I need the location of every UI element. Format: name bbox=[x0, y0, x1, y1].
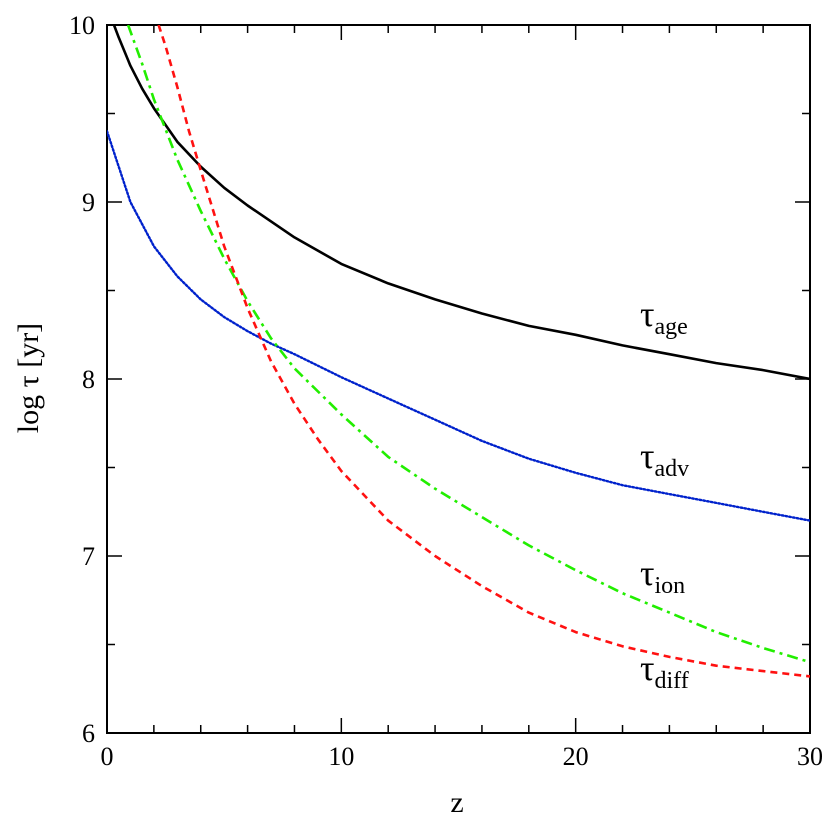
series-label-diff-symbol: τ bbox=[640, 648, 654, 688]
series-label-age: τage bbox=[640, 294, 688, 340]
series-label-ion-subscript: ion bbox=[654, 573, 685, 599]
series-line-age bbox=[112, 25, 810, 381]
x-tick-label: 20 bbox=[563, 742, 589, 771]
series-label-diff-subscript: diff bbox=[654, 668, 688, 694]
y-tick-label: 7 bbox=[82, 542, 95, 571]
tick-labels: 0 10 20 30 6 7 8 9 10 bbox=[69, 11, 823, 771]
x-tick-label: 0 bbox=[101, 742, 114, 771]
series-labels: τage τadv τion τdiff bbox=[640, 294, 689, 694]
series-label-ion-symbol: τ bbox=[640, 553, 654, 593]
series-lines bbox=[107, 25, 810, 678]
series-line-ion bbox=[126, 25, 810, 664]
series-label-ion: τion bbox=[640, 553, 685, 599]
series-label-adv-symbol: τ bbox=[640, 436, 654, 476]
y-tick-label: 6 bbox=[82, 719, 95, 748]
series-label-adv: τadv bbox=[640, 436, 689, 482]
x-tick-label: 30 bbox=[797, 742, 823, 771]
series-label-diff: τdiff bbox=[640, 648, 689, 694]
series-line-diff bbox=[157, 25, 810, 678]
series-label-age-symbol: τ bbox=[640, 294, 654, 334]
y-axis-title: log τ [yr] bbox=[12, 323, 45, 433]
x-tick-label: 10 bbox=[328, 742, 354, 771]
y-tick-label: 9 bbox=[82, 188, 95, 217]
series-label-age-subscript: age bbox=[654, 314, 687, 340]
x-axis-title: z bbox=[450, 786, 463, 819]
y-tick-label: 10 bbox=[69, 11, 95, 40]
series-line-adv bbox=[107, 130, 810, 522]
series-label-adv-subscript: adv bbox=[654, 456, 689, 482]
ticks bbox=[106, 24, 811, 734]
y-tick-label: 8 bbox=[82, 365, 95, 394]
